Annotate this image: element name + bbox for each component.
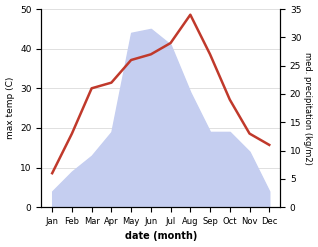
Y-axis label: max temp (C): max temp (C) (5, 77, 15, 139)
Y-axis label: med. precipitation (kg/m2): med. precipitation (kg/m2) (303, 52, 313, 165)
X-axis label: date (month): date (month) (125, 231, 197, 242)
